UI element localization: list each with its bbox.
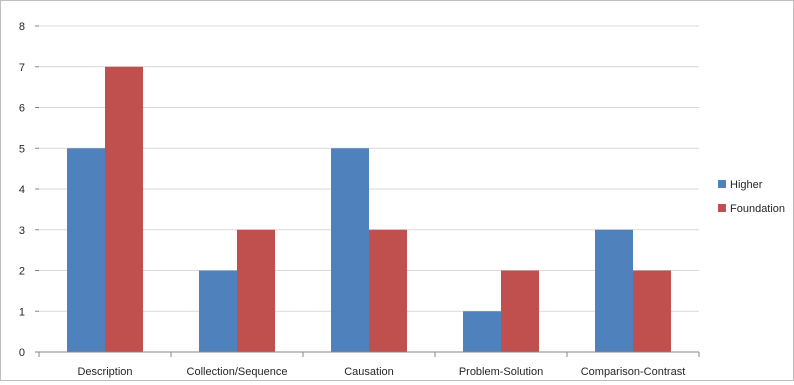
x-axis-ticks: Description Collection/Sequence Causation P… xyxy=(38,352,700,378)
y-tick-label: 7 xyxy=(19,62,25,74)
y-tick-label: 5 xyxy=(19,143,25,155)
bar-foundation-2 xyxy=(369,229,407,352)
y-tick-label: 2 xyxy=(19,266,25,278)
legend: Higher Foundation xyxy=(718,179,785,215)
x-tick-label: Description xyxy=(77,366,132,378)
x-tick-label: Problem-Solution xyxy=(459,366,543,378)
y-axis-ticks: 0 1 2 3 4 5 6 7 8 xyxy=(19,21,39,359)
legend-label-higher: Higher xyxy=(730,179,763,191)
y-tick-label: 3 xyxy=(19,225,25,237)
bar-foundation-1 xyxy=(237,229,275,352)
y-tick-label: 6 xyxy=(19,103,25,115)
x-tick-label: Comparison-Contrast xyxy=(581,366,686,378)
legend-swatch-higher xyxy=(718,180,726,188)
bar-higher-2 xyxy=(331,148,369,352)
bar-foundation-4 xyxy=(633,270,671,352)
x-tick-label: Collection/Sequence xyxy=(187,366,288,378)
bar-higher-4 xyxy=(595,229,633,352)
y-tick-label: 1 xyxy=(19,306,25,318)
legend-swatch-foundation xyxy=(718,204,726,212)
bars xyxy=(67,66,671,352)
bar-higher-0 xyxy=(67,148,105,352)
bar-higher-1 xyxy=(199,270,237,352)
bar-higher-3 xyxy=(463,311,501,352)
y-tick-label: 0 xyxy=(19,347,25,359)
bar-foundation-0 xyxy=(105,66,143,352)
y-tick-label: 8 xyxy=(19,21,25,33)
legend-label-foundation: Foundation xyxy=(730,203,785,215)
y-tick-label: 4 xyxy=(19,184,25,196)
bar-foundation-3 xyxy=(501,270,539,352)
x-tick-label: Causation xyxy=(344,366,394,378)
